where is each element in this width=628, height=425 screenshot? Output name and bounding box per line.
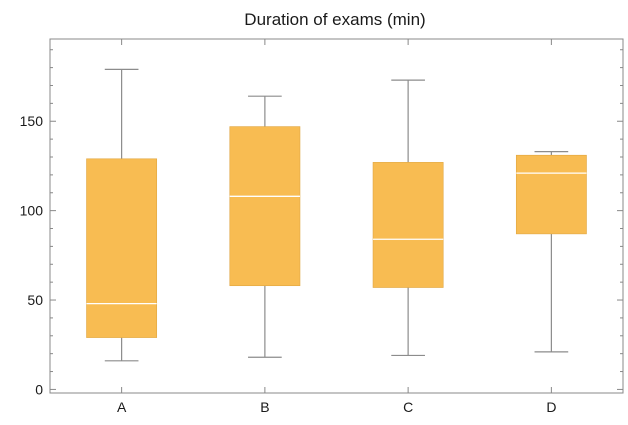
axis-layer: 0 50 100 150 A B C D	[20, 39, 623, 415]
y-tick-label: 100	[20, 203, 44, 219]
y-tick-label: 150	[20, 113, 44, 129]
x-tick-label: A	[117, 399, 127, 415]
box-iqr	[515, 154, 587, 235]
x-tick-label: C	[403, 399, 413, 415]
box-C	[372, 79, 444, 357]
x-tick-label: D	[546, 399, 556, 415]
box-D	[515, 151, 587, 353]
plot-frame	[49, 38, 624, 394]
box-B	[229, 95, 301, 358]
x-tick-label: B	[260, 399, 269, 415]
box-layer	[86, 68, 587, 362]
box-A	[86, 68, 158, 362]
box-iqr	[86, 158, 158, 338]
y-tick-label: 0	[35, 381, 43, 397]
box-iqr	[229, 126, 301, 287]
y-tick-label: 50	[27, 292, 43, 308]
chart-title: Duration of exams (min)	[244, 10, 425, 29]
box-iqr	[372, 162, 444, 288]
